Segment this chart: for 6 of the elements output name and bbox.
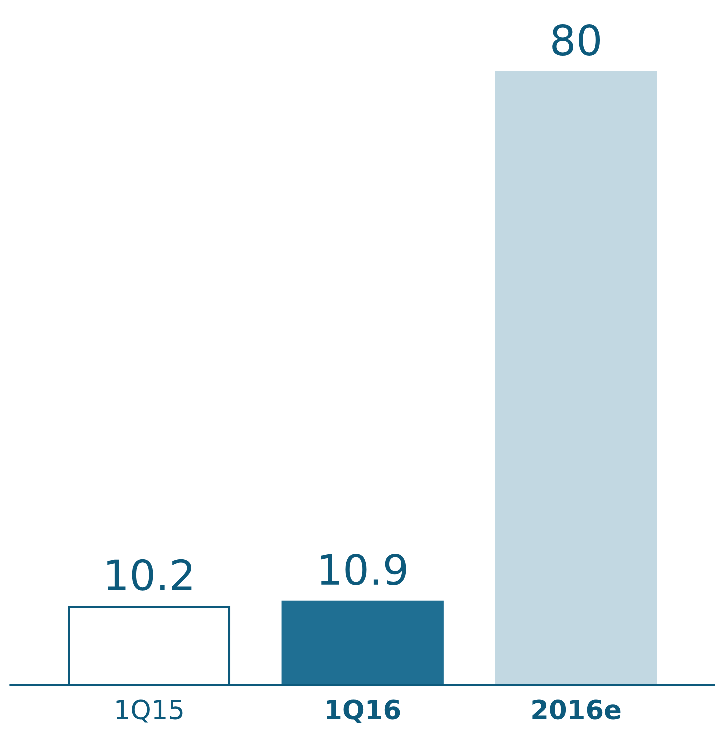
data-label: 80 [552, 24, 600, 56]
x-tick-label: 1Q15 [116, 700, 183, 723]
data-label: 10.2 [108, 559, 192, 591]
x-tick-label: 1Q16 [327, 700, 400, 724]
data-label: 10.9 [321, 554, 406, 586]
x-tick-label: 2016e [532, 700, 621, 720]
